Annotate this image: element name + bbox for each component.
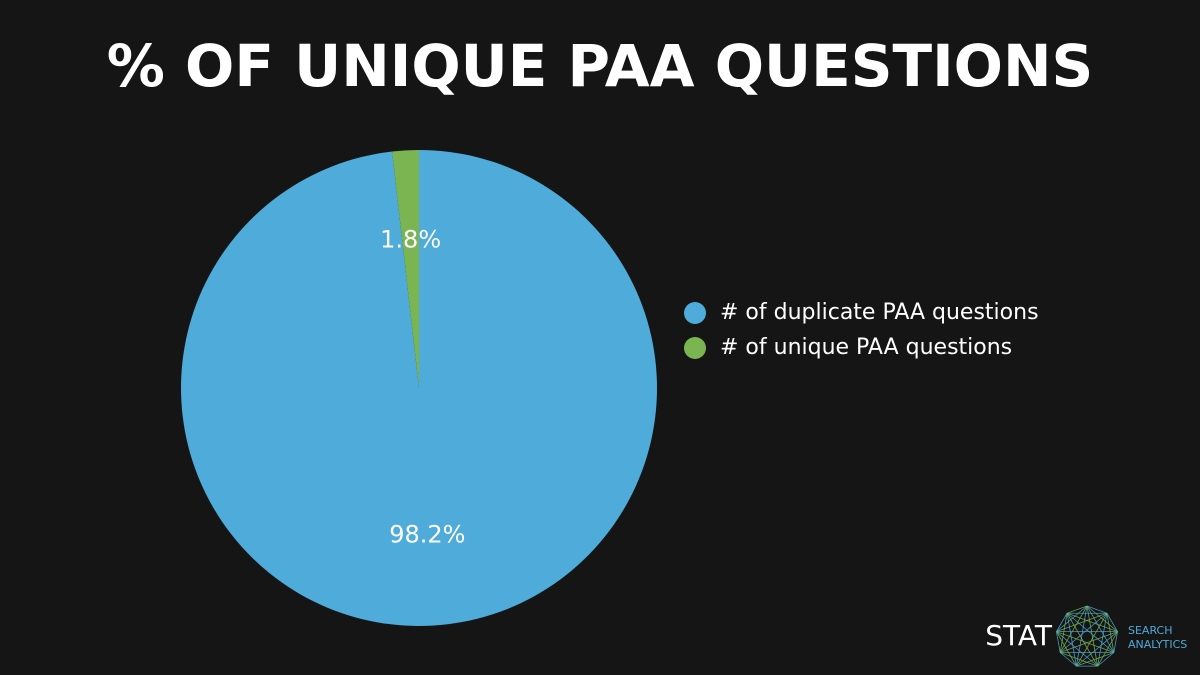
- legend-label: # of unique PAA questions: [720, 335, 1012, 360]
- pie-slice: [181, 150, 658, 626]
- logo-icon-line: [1097, 613, 1108, 667]
- logo-icon-line: [1066, 612, 1118, 632]
- logo-icon-line: [1056, 631, 1114, 653]
- logo-tagline: SEARCH: [1128, 624, 1173, 637]
- logo-icon-line: [1059, 605, 1088, 653]
- logo-icon-line: [1066, 605, 1088, 614]
- logo-icon-line: [1113, 631, 1118, 653]
- legend-label: # of duplicate PAA questions: [720, 300, 1039, 325]
- logo-icon-line: [1056, 612, 1108, 632]
- logo-icon-line: [1056, 613, 1068, 632]
- logo-icon-line: [1060, 631, 1118, 653]
- logo-icon-line: [1086, 605, 1115, 653]
- logo-icon-line: [1059, 613, 1068, 653]
- logo-icon-line: [1097, 652, 1115, 667]
- logo-icon-line: [1056, 631, 1077, 667]
- logo-icon-line: [1076, 652, 1114, 667]
- logo-icon-line: [1076, 605, 1088, 667]
- logo-icon-line: [1106, 613, 1118, 632]
- logo-icon-line: [1056, 605, 1088, 632]
- logo-icon-line: [1056, 631, 1061, 653]
- chart-title: % OF UNIQUE PAA QUESTIONS: [107, 32, 1094, 100]
- logo-icon-line: [1086, 605, 1098, 667]
- logo-icon-line: [1056, 631, 1098, 667]
- logo-icon-line: [1066, 613, 1077, 667]
- logo-icon-line: [1086, 605, 1108, 614]
- legend-marker: [684, 302, 706, 324]
- logo-icon-line: [1097, 631, 1118, 667]
- data-label: 98.2%: [389, 520, 465, 548]
- logo-icon-line: [1059, 612, 1108, 653]
- logo-icon-line: [1059, 652, 1077, 667]
- logo-icon-line: [1060, 652, 1098, 667]
- logo-tagline: ANALYTICS: [1128, 638, 1187, 651]
- logo-icon-line: [1106, 613, 1115, 653]
- logo-icon-line: [1076, 631, 1118, 667]
- logo-icon-line: [1066, 612, 1115, 653]
- pie-slice: [392, 150, 419, 388]
- logo-icon-line: [1066, 613, 1098, 667]
- legend-marker: [684, 337, 706, 359]
- data-label: 1.8%: [380, 226, 441, 254]
- logo-icon-line: [1086, 605, 1118, 632]
- logo-icon-line: [1076, 613, 1108, 667]
- logo-name: STAT: [985, 619, 1053, 652]
